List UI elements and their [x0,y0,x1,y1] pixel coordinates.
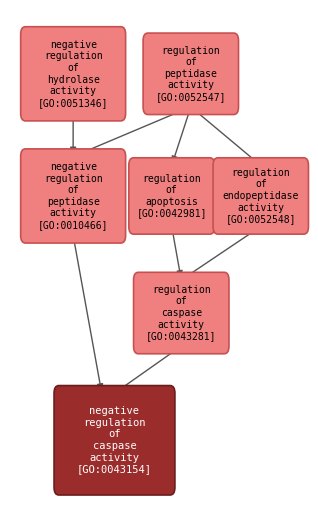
FancyBboxPatch shape [21,26,126,121]
Text: negative
regulation
of
peptidase
activity
[GO:0010466]: negative regulation of peptidase activit… [38,162,108,230]
FancyBboxPatch shape [213,158,308,234]
Text: regulation
of
apoptosis
[GO:0042981]: regulation of apoptosis [GO:0042981] [136,174,207,218]
Text: regulation
of
caspase
activity
[GO:0043281]: regulation of caspase activity [GO:00432… [146,285,217,341]
Text: regulation
of
endopeptidase
activity
[GO:0052548]: regulation of endopeptidase activity [GO… [223,168,299,224]
FancyBboxPatch shape [134,272,229,354]
FancyBboxPatch shape [129,158,215,234]
FancyBboxPatch shape [21,149,126,243]
Text: negative
regulation
of
caspase
activity
[GO:0043154]: negative regulation of caspase activity … [77,406,152,474]
Text: negative
regulation
of
hydrolase
activity
[GO:0051346]: negative regulation of hydrolase activit… [38,40,108,108]
FancyBboxPatch shape [143,33,238,115]
FancyBboxPatch shape [54,386,175,495]
Text: regulation
of
peptidase
activity
[GO:0052547]: regulation of peptidase activity [GO:005… [156,46,226,102]
